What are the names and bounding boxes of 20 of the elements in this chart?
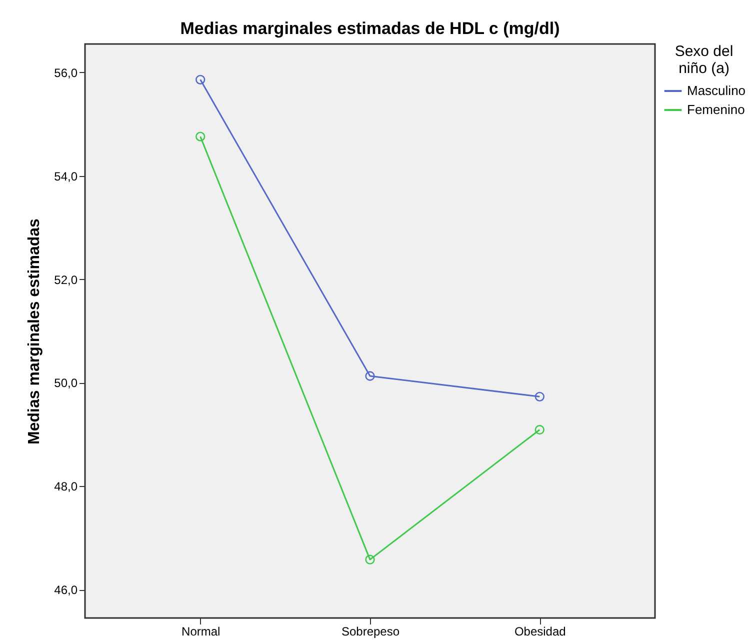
y-tick-label: 46,0 <box>54 583 78 598</box>
legend-label: Masculino <box>687 83 746 98</box>
y-tick-label: 50,0 <box>54 376 78 390</box>
legend-title: Sexo del niño (a) <box>674 43 734 77</box>
y-axis-title: Medias marginales estimadas <box>26 218 44 444</box>
legend-label: Femenino <box>687 102 745 117</box>
x-tick-label: Normal <box>182 624 220 638</box>
x-tick-label: Sobrepeso <box>341 624 400 638</box>
point <box>365 371 375 381</box>
x-tick-label: Obesidad <box>514 624 566 638</box>
point <box>365 554 375 564</box>
point <box>196 132 206 142</box>
y-tick-label: 56,0 <box>54 66 78 80</box>
point <box>534 424 544 435</box>
point <box>534 392 544 402</box>
y-tick-label: 52,0 <box>54 272 78 287</box>
chart-title: Medias marginales estimadas de HDL c (mg/dl) <box>180 19 560 38</box>
point <box>196 74 206 85</box>
y-tick-label: 48,0 <box>54 480 78 494</box>
y-tick-label: 54,0 <box>54 169 78 184</box>
